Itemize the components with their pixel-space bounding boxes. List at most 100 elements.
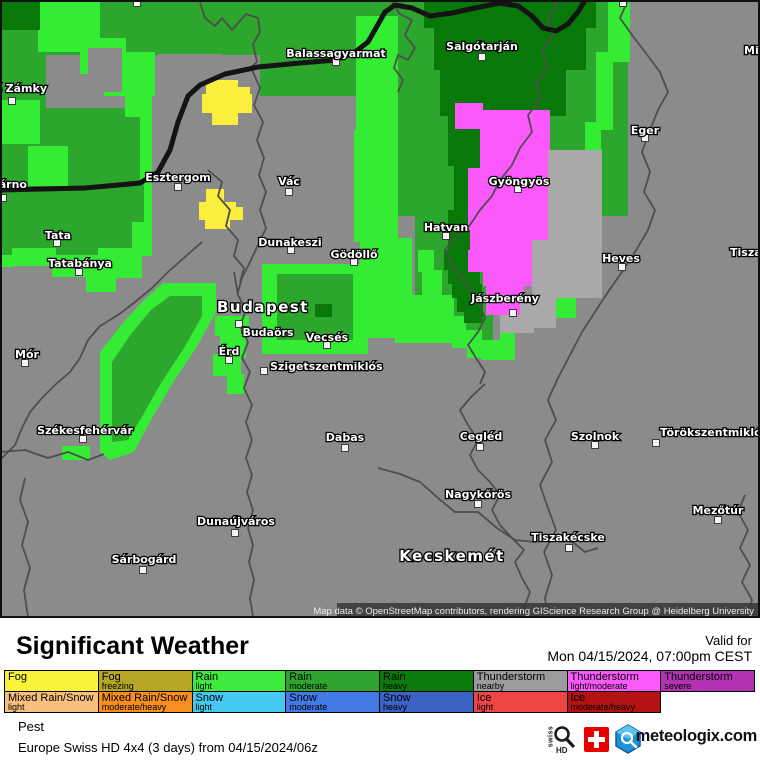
legend-cell: Mixed Rain/Snow light [4, 691, 99, 713]
legend-cell-name: Thunderstorm [476, 671, 546, 683]
city-label: Szigetszentmiklós [270, 360, 383, 373]
legend-cell: Rain moderate [285, 670, 380, 692]
city-label: Dunaújváros [197, 515, 275, 528]
legend-cell-name: Thunderstorm [570, 671, 639, 683]
city-label: Miskolc [744, 44, 760, 57]
county-border [199, 1, 261, 69]
county-border [0, 241, 203, 461]
legend-cell-name: Ice [570, 692, 586, 704]
legend-cell: Ice moderate/heavy [566, 691, 662, 713]
city-marker [75, 268, 83, 276]
legend-cell: Thunderstorm severe [660, 670, 755, 692]
city-marker [476, 443, 484, 451]
weather-layer-thunderstorm-nearby [500, 150, 602, 333]
city-label: Dabas [326, 431, 365, 444]
city-marker [618, 263, 626, 271]
city-marker [474, 500, 482, 508]
city-marker [139, 566, 147, 574]
county-border [237, 69, 267, 293]
city-label: Eger [631, 124, 660, 137]
legend-cell-intensity: heavy [383, 681, 408, 691]
valid-for-label: Valid for [705, 633, 752, 648]
legend: Fog Fog freezing Rain light Rain moderate Rain h… [4, 670, 755, 713]
legend-cell: Snow heavy [379, 691, 474, 713]
city-label: Budapest [217, 298, 309, 316]
city-label: Budaörs [242, 326, 293, 339]
city-label: Gyöngyös [489, 175, 550, 188]
city-label: Dunakeszi [258, 236, 321, 249]
legend-cell: Fog [4, 670, 99, 692]
legend-cell-intensity: moderate/heavy [101, 702, 167, 712]
city-marker [641, 134, 649, 142]
city-marker [652, 439, 660, 447]
city-marker [714, 516, 722, 524]
legend-cell-intensity: moderate [289, 681, 328, 691]
city-marker [53, 239, 61, 247]
city-label: Gödöllő [330, 248, 378, 261]
legend-cell-name: Snow [383, 692, 411, 704]
weather-map[interactable]: Map data © OpenStreetMap contributors, r… [0, 0, 760, 618]
city-label: Tatabánya [48, 257, 112, 270]
legend-cell-intensity: nearby [476, 681, 505, 691]
city-marker [231, 529, 239, 537]
swiss-flag-icon [584, 727, 609, 752]
weather-layer-rain-moderate-inner [112, 274, 353, 442]
city-label: Szolnok [571, 430, 620, 443]
legend-cell-intensity: light [8, 702, 25, 712]
county-border [377, 467, 599, 553]
city-marker [8, 97, 16, 105]
city-marker [133, 0, 141, 7]
county-border [444, 1, 559, 385]
magnifier-icon [554, 726, 575, 748]
city-marker [0, 194, 7, 202]
city-marker [478, 53, 486, 61]
city-label: Esztergom [145, 171, 211, 184]
city-label: Törökszentmiklós [660, 426, 760, 439]
legend-cell: Rain light [191, 670, 287, 692]
legend-row: Mixed Rain/Snow light Mixed Rain/Snow moder… [4, 691, 662, 713]
city-marker [21, 359, 29, 367]
legend-cell-intensity: freezing [101, 681, 134, 691]
legend-cell-intensity: light/moderate [570, 681, 628, 691]
legend-cell: Thunderstorm light/moderate [566, 670, 662, 692]
city-label: Nagykőrös [445, 488, 512, 501]
city-label: Tata [45, 229, 71, 242]
city-label: Tiszakécske [531, 531, 605, 544]
legend-cell-name: Rain [383, 671, 406, 683]
region-name: Pest [18, 719, 45, 734]
city-marker [241, 326, 249, 334]
legend-cell-name: Thunderstorm [664, 671, 733, 683]
legend-cell-name: Mixed Rain/Snow [8, 692, 94, 704]
city-marker [174, 183, 182, 191]
legend-cell-name: Rain [289, 671, 312, 683]
city-marker [235, 320, 243, 328]
city-marker [260, 367, 268, 375]
city-label: Heves [602, 252, 640, 265]
legend-cell-name: Ice [476, 692, 492, 704]
legend-cell-name: Rain [195, 671, 219, 683]
legend-cell: Ice light [472, 691, 568, 713]
meteologix-brand-link[interactable]: meteologix.com [635, 727, 758, 745]
city-label: Sárbogárd [112, 553, 177, 566]
map-frame [0, 0, 760, 618]
attribution-bar [337, 603, 760, 618]
weather-map-svg[interactable]: Map data © OpenStreetMap contributors, r… [0, 0, 760, 618]
city-marker [287, 246, 295, 254]
city-label: Salgótarján [446, 40, 518, 53]
legend-cell-intensity: light [195, 681, 213, 691]
city-marker [79, 435, 87, 443]
city-label: Balassagyarmat [286, 47, 386, 60]
county-border [737, 494, 753, 618]
city-marker [285, 188, 293, 196]
city-marker [565, 544, 573, 552]
valid-time: Mon 04/15/2024, 07:00pm CEST [547, 648, 752, 664]
legend-cell-name: Snow [195, 692, 224, 704]
city-label: Vecsés [306, 331, 349, 344]
legend-cell: Snow moderate [285, 691, 380, 713]
legend-cell-name: Mixed Rain/Snow [101, 692, 188, 704]
legend-cell-intensity: moderate [289, 702, 328, 712]
city-label: Mór [15, 348, 40, 361]
city-marker [442, 232, 450, 240]
city-label: Érd [219, 345, 240, 358]
legend-cell: Thunderstorm nearby [472, 670, 568, 692]
